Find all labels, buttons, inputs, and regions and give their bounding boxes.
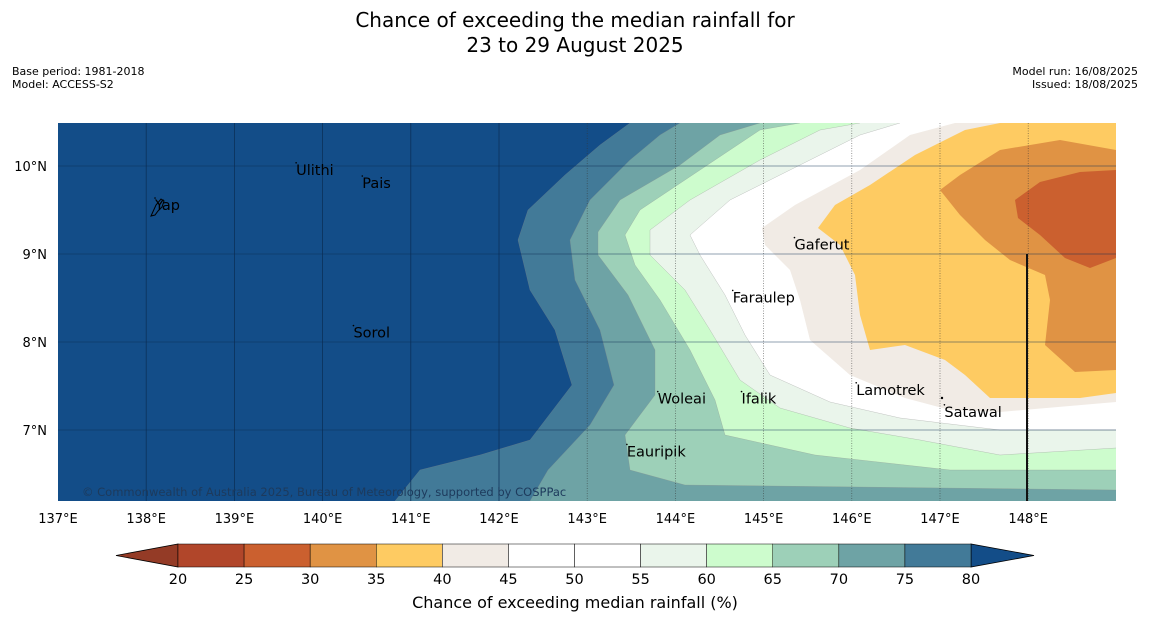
place-label-ulithi: Ulithi <box>296 163 334 179</box>
colorbar-tick-label: 75 <box>896 572 914 588</box>
place-label-satawal: Satawal <box>944 405 1001 421</box>
longitude-tick-label: 139°E <box>215 512 255 527</box>
title-line-2: 23 to 29 August 2025 <box>466 33 684 57</box>
base-period: Base period: 1981-2018 <box>12 65 145 78</box>
place-labels: Ulithi Pais Yap Gaferut Faraulep Sorol Lamotre… <box>154 162 1002 460</box>
colorbar-bin <box>177 543 245 568</box>
colorbar-bin <box>376 543 443 568</box>
yap-island-outline <box>150 198 165 217</box>
meta-right: Model run: 16/08/2025 Issued: 18/08/2025 <box>1012 65 1138 91</box>
colorbar-tick-label: 80 <box>962 572 980 588</box>
island-marker <box>154 197 156 199</box>
colorbar-bin <box>574 543 641 568</box>
colorbar-tick-label: 45 <box>499 572 517 588</box>
place-label-eauripik: Eauripik <box>627 444 686 460</box>
colorbar-tick-label: 20 <box>169 572 187 588</box>
island-marker <box>295 162 297 164</box>
colorbar-tick-label: 55 <box>631 572 649 588</box>
colorbar-bin <box>640 543 707 568</box>
place-label-sorol: Sorol <box>353 326 390 342</box>
colorbar-bin <box>904 543 972 568</box>
island-marker <box>352 324 355 327</box>
meta-left: Base period: 1981-2018 Model: ACCESS-S2 <box>12 65 144 91</box>
map-grid <box>58 123 1116 501</box>
colorbar-bin <box>243 543 311 568</box>
colorbar-bin <box>706 543 774 568</box>
colorbar-tick-label: 70 <box>830 572 848 588</box>
colorbar-tick-label: 25 <box>235 572 253 588</box>
colorbar-bin <box>309 543 377 568</box>
place-label-lamotrek: Lamotrek <box>856 383 925 399</box>
longitude-tick-label: 147°E <box>920 512 960 527</box>
latitude-tick-label: 7°N <box>23 424 48 439</box>
colorbar-tick-label: 60 <box>697 572 715 588</box>
colorbar-tick-label: 35 <box>367 572 385 588</box>
longitude-tick-label: 148°E <box>1008 512 1048 527</box>
region-25-30 <box>1015 170 1116 268</box>
island-marker <box>793 236 796 239</box>
island-marker <box>855 382 858 384</box>
island-marker <box>626 443 628 446</box>
model-run: Model run: 16/08/2025 <box>1012 65 1138 78</box>
colorbar-over-arrow <box>970 543 1035 568</box>
longitude-tick-label: 143°E <box>567 512 607 527</box>
longitude-tick-label: 140°E <box>303 512 343 527</box>
island-marker <box>740 390 743 393</box>
place-label-woleai: Woleai <box>658 392 706 408</box>
island-marker <box>361 175 364 177</box>
colorbar-tick-label: 30 <box>301 572 319 588</box>
colorbar-bin <box>442 543 509 568</box>
colorbar-bin <box>772 543 840 568</box>
place-label-pais: Pais <box>362 176 391 192</box>
latitude-tick-label: 8°N <box>23 336 48 351</box>
island-marker <box>943 404 946 406</box>
longitude-tick-label: 138°E <box>126 512 166 527</box>
model-name: Model: ACCESS-S2 <box>12 78 114 91</box>
colorbar-bin <box>508 543 575 568</box>
colorbar-tick-label: 50 <box>565 572 583 588</box>
title-line-1: Chance of exceeding the median rainfall … <box>355 8 795 32</box>
issued-date: Issued: 18/08/2025 <box>1031 78 1138 91</box>
place-label-faraulep: Faraulep <box>733 290 795 306</box>
longitude-tick-label: 146°E <box>832 512 872 527</box>
colorbar-title: Chance of exceeding median rainfall (%) <box>412 593 738 612</box>
island-marker <box>731 289 734 292</box>
colorbar-tick-label: 65 <box>764 572 782 588</box>
colorbar-bin <box>838 543 906 568</box>
latitude-tick-label: 10°N <box>14 160 47 175</box>
colorbar-tick-label: 40 <box>433 572 451 588</box>
latitude-tick-label: 9°N <box>23 248 48 263</box>
place-label-gaferut: Gaferut <box>794 238 849 254</box>
copyright-notice: © Commonwealth of Australia 2025, Bureau… <box>82 485 566 499</box>
longitude-tick-label: 141°E <box>391 512 431 527</box>
longitude-tick-label: 137°E <box>38 512 78 527</box>
latitude-labels: 10°N 9°N 8°N 7°N <box>14 160 47 439</box>
map-title: Chance of exceeding the median rainfall … <box>0 8 1150 58</box>
colorbar-under-arrow <box>115 543 179 568</box>
longitude-tick-label: 145°E <box>744 512 784 527</box>
island-marker <box>940 396 944 400</box>
contour-lines <box>394 123 1116 501</box>
longitude-tick-label: 142°E <box>479 512 519 527</box>
island-marker <box>656 390 659 393</box>
place-label-ifalik: Ifalik <box>742 392 777 408</box>
place-label-yap: Yap <box>154 198 180 214</box>
longitude-labels: 137°E 138°E 139°E 140°E 141°E 142°E 143°E 144°E… <box>38 512 1048 527</box>
longitude-tick-label: 144°E <box>656 512 696 527</box>
